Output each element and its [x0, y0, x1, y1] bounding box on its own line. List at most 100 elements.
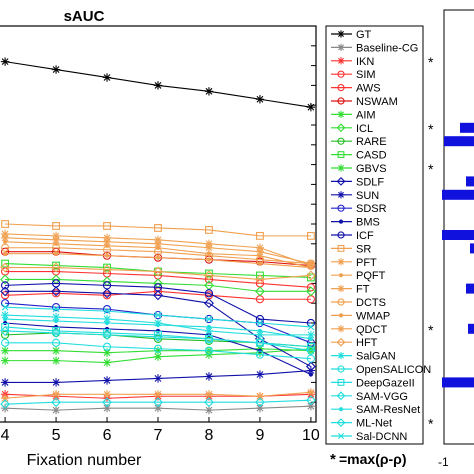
data-point — [154, 224, 162, 232]
legend-label: Sal-DCNN — [356, 431, 407, 443]
data-point — [153, 331, 163, 342]
data-point — [338, 219, 344, 224]
legend-box — [325, 25, 424, 445]
legend-entry: SDSR — [331, 203, 387, 215]
data-point — [337, 365, 345, 373]
legend-label: WMAP — [356, 310, 390, 322]
side-bar-icl — [460, 122, 474, 133]
data-point — [1, 303, 9, 311]
data-point — [338, 433, 344, 439]
legend-entry: OpenSALICON — [331, 364, 431, 376]
data-point — [306, 342, 315, 351]
legend-entry: GBVS — [331, 163, 387, 175]
legend-entry: SalGAN — [331, 351, 396, 363]
x-tick-label: 6 — [103, 427, 112, 444]
data-point — [337, 164, 345, 172]
data-point — [0, 286, 11, 297]
legend-label: AWS — [356, 83, 381, 95]
legend-label: ICF — [356, 230, 374, 242]
series-sr — [1, 220, 315, 240]
legend-entry: SIM — [331, 69, 376, 81]
side-bar-sr — [470, 243, 474, 254]
legend-entry: SUN — [331, 190, 379, 202]
side-bar-ft — [466, 283, 474, 294]
series-sam-resnet — [2, 316, 314, 341]
data-point — [338, 273, 344, 278]
data-point — [51, 243, 61, 252]
side-panel-axis-tick: -1 — [438, 455, 449, 469]
legend-entry: ML-Net — [331, 418, 392, 430]
x-tick-label: 7 — [154, 427, 163, 444]
data-point — [0, 399, 11, 410]
data-point — [204, 289, 214, 298]
data-point — [338, 313, 344, 318]
data-point — [0, 243, 10, 252]
data-point — [204, 390, 214, 399]
data-point — [153, 239, 163, 248]
x-tick-label: 9 — [255, 427, 264, 444]
series-line — [5, 223, 311, 237]
data-point — [0, 394, 10, 403]
data-point — [205, 269, 213, 278]
data-point — [337, 231, 345, 239]
data-point — [254, 274, 265, 285]
data-point — [337, 43, 345, 51]
side-bar-deepgazeii — [442, 377, 474, 388]
series-sam-vgg — [0, 325, 316, 356]
data-point — [204, 372, 214, 381]
data-point — [102, 390, 112, 399]
data-point — [51, 356, 61, 365]
data-point — [305, 270, 316, 281]
data-point — [306, 388, 316, 397]
data-point — [153, 397, 163, 408]
legend-label: SUN — [356, 190, 379, 202]
data-point — [0, 274, 11, 285]
data-point — [154, 311, 162, 319]
data-point — [51, 397, 62, 408]
data-point — [102, 342, 112, 351]
series-ft — [0, 388, 316, 403]
data-point — [305, 286, 316, 297]
data-point — [102, 397, 113, 408]
data-point — [337, 244, 345, 252]
data-point — [255, 370, 265, 379]
data-point — [308, 372, 314, 377]
data-point — [102, 288, 113, 299]
data-point — [102, 376, 112, 385]
legend-entry: ICL — [331, 123, 373, 135]
legend-label: RARE — [356, 136, 387, 148]
data-point — [337, 83, 345, 92]
data-point — [103, 263, 111, 272]
legend-star: * — [428, 54, 434, 70]
x-tick-label: 5 — [52, 427, 61, 444]
data-point — [337, 204, 345, 212]
legend-label: SDLF — [356, 176, 384, 188]
legend-label: GT — [356, 29, 372, 41]
legend-label: BMS — [356, 217, 380, 229]
x-axis-label: Fixation number — [27, 452, 142, 469]
legend-label: ML-Net — [356, 418, 392, 430]
data-point — [308, 336, 314, 341]
legend-entry: WMAP — [331, 310, 390, 322]
data-point — [255, 350, 265, 359]
data-point — [51, 286, 62, 297]
data-point — [336, 177, 346, 186]
legend-label: GBVS — [356, 163, 387, 175]
data-point — [337, 97, 345, 105]
data-point — [305, 345, 316, 356]
legend-entry: AIM — [331, 109, 376, 121]
legend-label: AIM — [356, 109, 376, 121]
data-point — [257, 261, 263, 266]
data-point — [153, 266, 163, 277]
side-bar-sdlf — [466, 176, 474, 187]
series-line — [5, 278, 311, 292]
data-point — [336, 418, 346, 427]
data-point — [104, 320, 110, 326]
data-point — [0, 262, 11, 273]
legend-entry: SR — [331, 243, 371, 255]
legend-entry: Baseline-CG — [331, 42, 418, 54]
legend-star: * — [428, 161, 434, 177]
data-point — [305, 395, 316, 406]
data-point — [102, 305, 112, 314]
